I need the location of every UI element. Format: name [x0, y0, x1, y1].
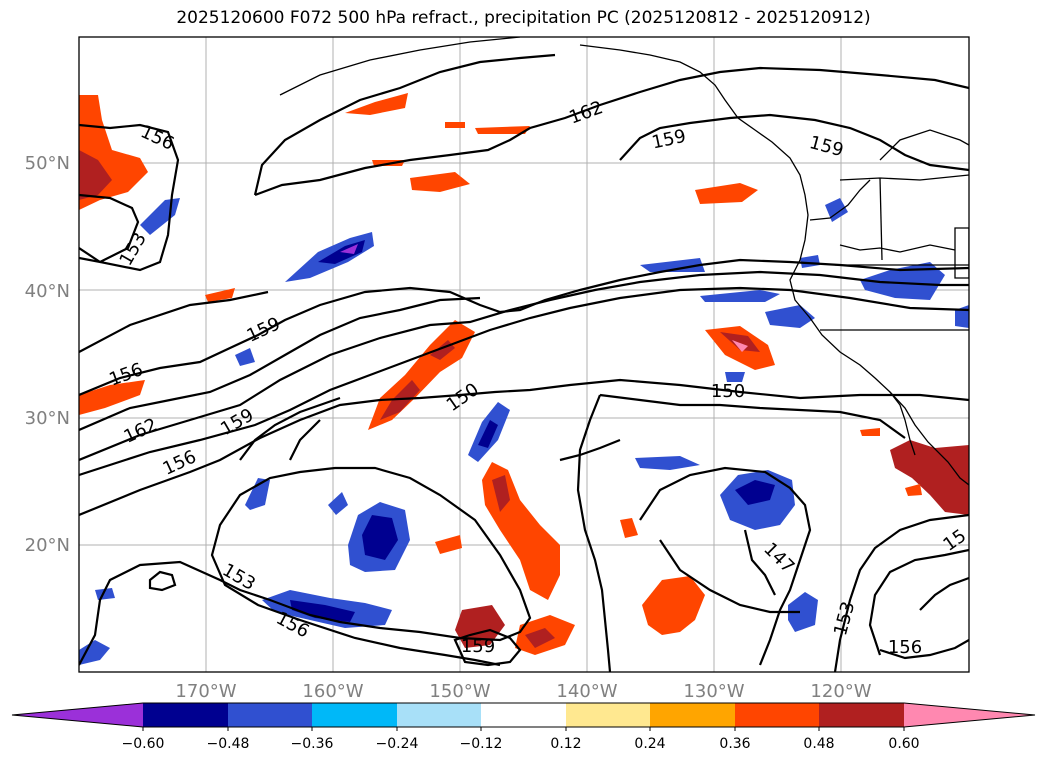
precip-blob	[695, 183, 758, 204]
colorbar-segment	[904, 703, 1035, 727]
lat-label: 40°N	[25, 281, 70, 302]
lon-label: 170°W	[175, 681, 236, 702]
precip-blob	[79, 150, 112, 200]
colorbar-segment	[650, 703, 735, 727]
precip-blob	[79, 640, 110, 665]
lon-label: 160°W	[302, 681, 363, 702]
colorbar-segment	[481, 703, 566, 727]
precip-blob	[642, 576, 705, 635]
contour-lines	[79, 53, 969, 672]
colorbar-tick-label: 0.24	[634, 736, 665, 752]
precipitation-shading	[79, 93, 969, 665]
precip-blob	[362, 515, 398, 560]
precip-blob	[635, 456, 700, 470]
lat-label: 30°N	[25, 408, 70, 429]
precip-blob	[788, 592, 818, 632]
latitude-labels: 50°N 40°N 30°N 20°N	[25, 153, 70, 556]
lon-label: 150°W	[429, 681, 490, 702]
colorbar-segment	[819, 703, 904, 727]
precip-blob	[725, 372, 745, 382]
precip-blob	[905, 484, 922, 496]
precip-blob	[455, 605, 505, 648]
colorbar-segment	[312, 703, 397, 727]
colorbar-segment	[735, 703, 819, 727]
contour-label: 159	[461, 636, 495, 657]
colorbar-segment	[397, 703, 481, 727]
precip-blob	[245, 478, 270, 510]
precip-blob	[410, 172, 470, 192]
precip-blob	[620, 518, 638, 538]
map-border	[78, 36, 970, 673]
precip-blob	[640, 258, 705, 272]
chart-title: 2025120600 F072 500 hPa refract., precip…	[176, 8, 871, 28]
colorbar-tick-label: 0.60	[888, 736, 919, 752]
precip-blob	[445, 122, 465, 128]
colorbar-tick-label: 0.12	[550, 736, 581, 752]
precip-blob	[79, 380, 145, 415]
precip-blob	[720, 332, 760, 352]
colorbar-segment	[143, 703, 228, 727]
colorbar-tick-label: −0.60	[122, 736, 165, 752]
colorbar-segment	[566, 703, 650, 727]
precip-blob	[328, 492, 348, 515]
colorbar-segment	[12, 703, 143, 727]
precip-blob	[860, 262, 945, 300]
precip-blob	[700, 290, 780, 302]
precip-blob	[735, 480, 775, 505]
precip-blob	[475, 126, 530, 134]
precip-blob	[765, 305, 815, 328]
precip-blob	[435, 535, 462, 554]
precip-blob	[525, 628, 555, 648]
contour-label: 156	[888, 637, 922, 658]
lon-label: 120°W	[810, 681, 871, 702]
colorbar-tick-label: −0.48	[207, 736, 250, 752]
colorbar-tick-label: −0.12	[460, 736, 503, 752]
precip-blob	[860, 428, 880, 436]
colorbar-segment	[228, 703, 312, 727]
precip-blob	[915, 458, 969, 495]
lat-label: 20°N	[25, 535, 70, 556]
colorbar-tick-label: −0.36	[291, 736, 334, 752]
precip-blob	[340, 244, 358, 254]
precip-blob	[478, 420, 498, 448]
precip-blob	[732, 340, 748, 352]
lon-label: 140°W	[556, 681, 617, 702]
colorbar: −0.60 −0.48 −0.36 −0.24 −0.12 0.12 0.24 …	[11, 702, 1036, 752]
colorbar-tick-label: 0.36	[719, 736, 750, 752]
precip-blob	[205, 288, 235, 302]
precip-blob	[800, 255, 820, 268]
precip-blob	[492, 475, 510, 512]
colorbar-tick-label: −0.24	[376, 736, 419, 752]
coastlines	[279, 37, 969, 486]
precip-blob	[290, 600, 355, 622]
precip-blob	[825, 198, 848, 222]
precip-blob	[95, 588, 115, 600]
contour-label: 150	[711, 381, 745, 402]
lat-label: 50°N	[25, 153, 70, 174]
lon-label: 130°W	[683, 681, 744, 702]
longitude-labels: 170°W 160°W 150°W 140°W 130°W 120°W	[175, 681, 871, 702]
precip-blob	[345, 93, 408, 115]
colorbar-tick-label: 0.48	[803, 736, 834, 752]
precip-blob	[235, 348, 255, 366]
